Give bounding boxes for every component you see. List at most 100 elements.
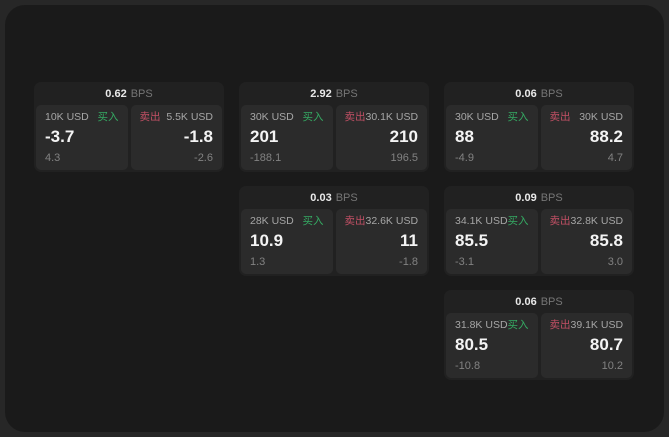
sell-amount: 5.5K USD <box>166 111 213 123</box>
sell-panel[interactable]: 卖出 30K USD 88.2 4.7 <box>540 105 632 170</box>
buy-sub-value: -3.1 <box>455 256 474 268</box>
card-body: 30K USD 买入 88 -4.9 卖出 30K USD 88.2 4.7 <box>446 105 632 170</box>
sell-amount: 30K USD <box>579 111 623 123</box>
bps-unit-label: BPS <box>335 88 358 100</box>
sell-tag: 卖出 <box>344 215 366 227</box>
sell-sub-value: 4.7 <box>607 152 623 164</box>
buy-amount: 30K USD <box>250 111 294 123</box>
card-body: 31.8K USD 买入 80.5 -10.8 卖出 39.1K USD 80.… <box>446 313 632 378</box>
sell-panel-top: 卖出 30.1K USD <box>345 112 419 123</box>
bps-value: 0.03 <box>310 192 332 204</box>
buy-panel[interactable]: 31.8K USD 买入 80.5 -10.8 <box>446 313 538 378</box>
card-body: 30K USD 买入 201 -188.1 卖出 30.1K USD 210 1… <box>241 105 427 170</box>
sell-tag: 卖出 <box>549 111 571 123</box>
sell-panel-top: 卖出 5.5K USD <box>140 112 214 123</box>
sell-panel-top: 卖出 30K USD <box>550 112 624 123</box>
buy-panel[interactable]: 10K USD 买入 -3.7 4.3 <box>36 105 128 170</box>
bps-value: 0.09 <box>515 192 537 204</box>
sell-amount: 30.1K USD <box>365 111 419 123</box>
quote-card: 0.06 BPS 30K USD 买入 88 -4.9 卖出 30K USD 8… <box>444 82 634 172</box>
buy-sub-value: -10.8 <box>455 360 481 372</box>
cards-grid: 0.62 BPS 10K USD 买入 -3.7 4.3 卖出 5.5K USD… <box>34 82 634 380</box>
buy-sub-value: -4.9 <box>455 152 474 164</box>
bps-unit-label: BPS <box>540 88 563 100</box>
card-body: 34.1K USD 买入 85.5 -3.1 卖出 32.8K USD 85.8… <box>446 209 632 274</box>
sell-value: 11 <box>400 231 418 251</box>
buy-panel[interactable]: 28K USD 买入 10.9 1.3 <box>241 209 333 274</box>
quote-card: 0.62 BPS 10K USD 买入 -3.7 4.3 卖出 5.5K USD… <box>34 82 224 172</box>
buy-amount: 31.8K USD <box>455 319 508 331</box>
buy-panel-top: 31.8K USD 买入 <box>455 320 529 331</box>
card-header: 0.09 BPS <box>446 188 632 209</box>
sell-sub-value: 196.5 <box>390 152 418 164</box>
buy-panel-top: 30K USD 买入 <box>455 112 529 123</box>
sell-tag: 卖出 <box>549 215 571 227</box>
sell-amount: 32.8K USD <box>570 215 624 227</box>
sell-amount: 32.6K USD <box>365 215 419 227</box>
bps-value: 2.92 <box>310 88 332 100</box>
buy-value: -3.7 <box>45 127 75 147</box>
bps-unit-label: BPS <box>130 88 153 100</box>
card-body: 10K USD 买入 -3.7 4.3 卖出 5.5K USD -1.8 -2.… <box>36 105 222 170</box>
buy-tag: 买入 <box>507 215 529 227</box>
sell-panel[interactable]: 卖出 39.1K USD 80.7 10.2 <box>540 313 632 378</box>
sell-tag: 卖出 <box>344 111 366 123</box>
quote-card: 0.03 BPS 28K USD 买入 10.9 1.3 卖出 32.6K US… <box>239 186 429 276</box>
bps-unit-label: BPS <box>540 296 563 308</box>
card-header: 0.03 BPS <box>241 188 427 209</box>
sell-sub-value: 3.0 <box>607 256 623 268</box>
buy-panel[interactable]: 30K USD 买入 88 -4.9 <box>446 105 538 170</box>
buy-amount: 30K USD <box>455 111 499 123</box>
quote-card: 0.09 BPS 34.1K USD 买入 85.5 -3.1 卖出 32.8K… <box>444 186 634 276</box>
sell-panel[interactable]: 卖出 32.8K USD 85.8 3.0 <box>540 209 632 274</box>
sell-panel-top: 卖出 39.1K USD <box>550 320 624 331</box>
sell-value: -1.8 <box>183 127 213 147</box>
sell-value: 210 <box>389 127 418 147</box>
bps-unit-label: BPS <box>540 192 563 204</box>
buy-tag: 买入 <box>507 111 529 123</box>
buy-amount: 28K USD <box>250 215 294 227</box>
bps-unit-label: BPS <box>335 192 358 204</box>
buy-panel[interactable]: 30K USD 买入 201 -188.1 <box>241 105 333 170</box>
quote-card: 2.92 BPS 30K USD 买入 201 -188.1 卖出 30.1K … <box>239 82 429 172</box>
bps-value: 0.62 <box>105 88 127 100</box>
buy-sub-value: 4.3 <box>45 152 61 164</box>
sell-panel-top: 卖出 32.8K USD <box>550 216 624 227</box>
bps-value: 0.06 <box>515 88 537 100</box>
sell-value: 85.8 <box>589 231 623 251</box>
sell-tag: 卖出 <box>549 319 571 331</box>
buy-sub-value: -188.1 <box>250 152 282 164</box>
buy-value: 201 <box>250 127 279 147</box>
buy-sub-value: 1.3 <box>250 256 266 268</box>
buy-panel-top: 30K USD 买入 <box>250 112 324 123</box>
sell-sub-value: -2.6 <box>194 152 213 164</box>
sell-sub-value: 10.2 <box>601 360 623 372</box>
card-header: 0.06 BPS <box>446 84 632 105</box>
card-header: 0.62 BPS <box>36 84 222 105</box>
sell-panel[interactable]: 卖出 5.5K USD -1.8 -2.6 <box>130 105 222 170</box>
buy-tag: 买入 <box>507 319 529 331</box>
buy-panel-top: 34.1K USD 买入 <box>455 216 529 227</box>
sell-panel-top: 卖出 32.6K USD <box>345 216 419 227</box>
card-header: 2.92 BPS <box>241 84 427 105</box>
sell-value: 88.2 <box>589 127 623 147</box>
buy-tag: 买入 <box>302 111 324 123</box>
buy-value: 88 <box>455 127 474 147</box>
sell-tag: 卖出 <box>139 111 161 123</box>
sell-panel[interactable]: 卖出 30.1K USD 210 196.5 <box>335 105 427 170</box>
buy-value: 85.5 <box>455 231 489 251</box>
buy-value: 80.5 <box>455 335 489 355</box>
buy-tag: 买入 <box>302 215 324 227</box>
quote-card: 0.06 BPS 31.8K USD 买入 80.5 -10.8 卖出 39.1… <box>444 290 634 380</box>
sell-sub-value: -1.8 <box>399 256 418 268</box>
bps-value: 0.06 <box>515 296 537 308</box>
card-body: 28K USD 买入 10.9 1.3 卖出 32.6K USD 11 -1.8 <box>241 209 427 274</box>
buy-value: 10.9 <box>250 231 284 251</box>
sell-panel[interactable]: 卖出 32.6K USD 11 -1.8 <box>335 209 427 274</box>
buy-panel-top: 28K USD 买入 <box>250 216 324 227</box>
buy-amount: 34.1K USD <box>455 215 508 227</box>
sell-amount: 39.1K USD <box>570 319 624 331</box>
buy-tag: 买入 <box>97 111 119 123</box>
sell-value: 80.7 <box>589 335 623 355</box>
buy-panel[interactable]: 34.1K USD 买入 85.5 -3.1 <box>446 209 538 274</box>
